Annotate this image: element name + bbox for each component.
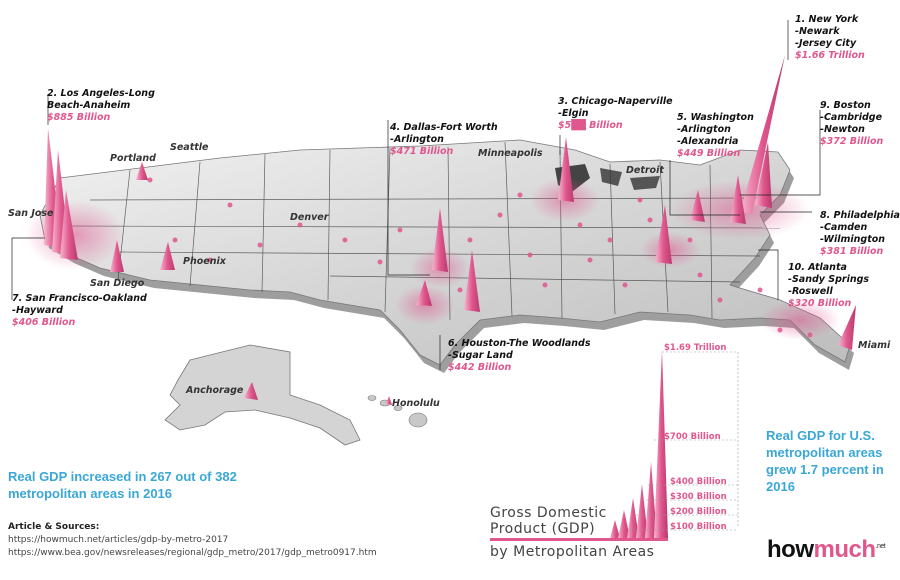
sources-heading: Article & Sources: xyxy=(8,522,100,532)
label-philadelphia: 8. Philadelphia -Camden -Wilmington $381… xyxy=(820,210,900,257)
legend-tick: $300 Billion xyxy=(670,492,727,502)
legend-tick: $200 Billion xyxy=(670,507,727,517)
city-san-jose: San Jose xyxy=(8,208,54,219)
source-url-1[interactable]: https://howmuch.net/articles/gdp-by-metr… xyxy=(8,535,229,545)
label-washington: 5. Washington -Arlington -Alexandria $44… xyxy=(677,112,754,159)
label-chicago: 3. Chicago-Naperville -Elgin $5██ Billio… xyxy=(558,96,673,131)
legend-title: Gross Domestic Product (GDP) xyxy=(490,505,607,537)
metro-dots xyxy=(147,177,813,338)
city-detroit: Detroit xyxy=(626,165,664,176)
sources: Article & Sources: https://howmuch.net/a… xyxy=(8,521,377,560)
city-denver: Denver xyxy=(290,212,329,223)
source-url-2[interactable]: https://www.bea.gov/newsreleases/regiona… xyxy=(8,548,377,558)
city-san-diego: San Diego xyxy=(90,278,145,289)
label-dallas: 4. Dallas-Fort Worth -Arlington $471 Bil… xyxy=(390,122,498,157)
legend-tick: $700 Billion xyxy=(664,432,721,442)
legend-subtitle: by Metropolitan Areas xyxy=(490,544,655,560)
label-san-francisco: 7. San Francisco-Oakland -Hayward $406 B… xyxy=(12,293,147,328)
legend-spikes xyxy=(610,350,668,538)
label-atlanta: 10. Atlanta -Sandy Springs -Roswell $320… xyxy=(788,262,870,309)
legend-tick: $400 Billion xyxy=(670,477,727,487)
city-seattle: Seattle xyxy=(170,142,209,153)
city-anchorage: Anchorage xyxy=(186,385,244,396)
stat-right: Real GDP for U.S. metropolitan areas gre… xyxy=(766,428,884,494)
label-boston: 9. Boston -Cambridge -Newton $372 Billio… xyxy=(820,100,884,147)
howmuch-logo: howmuch.net xyxy=(767,536,886,563)
alaska xyxy=(164,344,361,446)
city-phoenix: Phoenix xyxy=(183,256,226,267)
city-miami: Miami xyxy=(858,340,891,351)
label-houston: 6. Houston-The Woodlands -Sugar Land $44… xyxy=(448,338,591,373)
label-new-york: 1. New York -Newark -Jersey City $1.66 T… xyxy=(795,14,865,61)
label-los-angeles: 2. Los Angeles-Long Beach-Anaheim $885 B… xyxy=(47,88,155,123)
stat-left: Real GDP increased in 267 out of 382 met… xyxy=(8,469,237,501)
legend-tick: $1.69 Trillion xyxy=(664,343,727,353)
city-minneapolis: Minneapolis xyxy=(478,148,543,159)
city-portland: Portland xyxy=(110,153,156,164)
gdp-spikes xyxy=(44,55,856,350)
legend-tick: $100 Billion xyxy=(670,522,727,532)
city-honolulu: Honolulu xyxy=(392,398,440,409)
